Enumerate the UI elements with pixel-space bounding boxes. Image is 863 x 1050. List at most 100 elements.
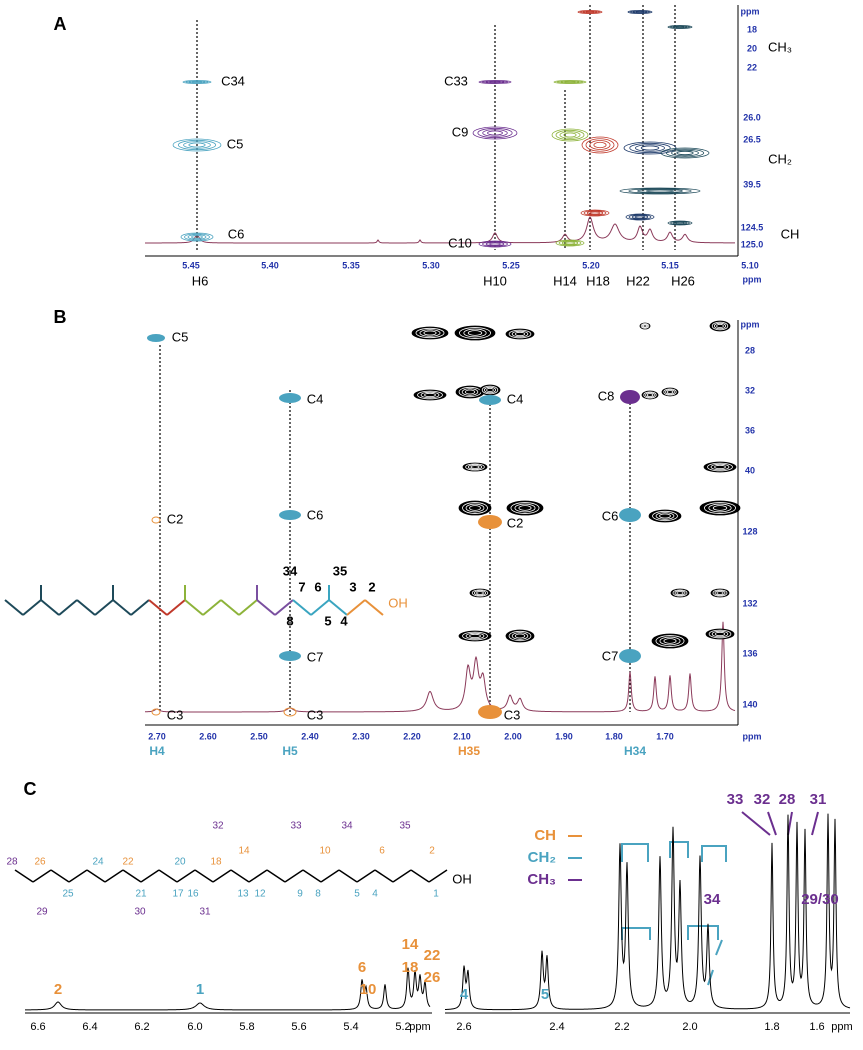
- label: ppm: [741, 319, 760, 329]
- label: 22: [424, 947, 441, 964]
- cross-peak: [279, 651, 301, 661]
- label: 20: [747, 43, 757, 53]
- cross-peak: [635, 11, 645, 13]
- cross-peak: [640, 323, 650, 329]
- label: 18: [402, 959, 419, 976]
- label: 16: [187, 889, 199, 900]
- cross-peak: [674, 590, 686, 596]
- label: 124.5: [741, 222, 764, 232]
- label: C34: [221, 73, 245, 88]
- cross-peak: [661, 387, 679, 397]
- cross-peak: [625, 213, 655, 221]
- label: C2: [507, 515, 524, 530]
- label: 10: [360, 981, 377, 998]
- label: 18: [210, 857, 222, 868]
- cross-peak: [183, 141, 211, 149]
- label: C6: [602, 508, 619, 523]
- cross-peak: [555, 239, 585, 247]
- bond: [392, 869, 412, 883]
- bond: [364, 599, 384, 616]
- label: 1.90: [555, 731, 573, 741]
- label: 34: [283, 563, 298, 578]
- label: 33: [727, 791, 744, 808]
- label: H18: [586, 273, 610, 288]
- axes: [25, 5, 850, 1014]
- label: 3: [349, 579, 356, 594]
- bond: [184, 599, 204, 616]
- cross-peak: [619, 187, 701, 195]
- bracket: [701, 845, 727, 862]
- label: 2.6: [456, 1021, 471, 1033]
- label: 34: [704, 891, 721, 908]
- cross-peak: [463, 328, 487, 338]
- cross-peak: [666, 390, 674, 394]
- cross-peak: [564, 241, 576, 245]
- cross-peak: [413, 389, 447, 401]
- cross-peak: [593, 141, 607, 149]
- cross-peak: [505, 629, 535, 643]
- label: H35: [458, 744, 480, 758]
- cross-peak: [714, 631, 726, 637]
- label: 128: [742, 526, 757, 536]
- cross-peak: [660, 147, 710, 159]
- label: C8: [598, 388, 615, 403]
- spectrum: [145, 216, 736, 244]
- cross-peak: [458, 630, 492, 642]
- cross-peak: [672, 589, 688, 597]
- bond: [292, 599, 312, 616]
- brackets: [621, 841, 727, 986]
- cross-peak: [675, 221, 685, 225]
- cross-peak: [635, 144, 665, 152]
- label: 35: [399, 821, 411, 832]
- cross-peak: [417, 390, 443, 400]
- cross-peak: [188, 142, 206, 148]
- cross-peak: [703, 461, 737, 473]
- label: CH₃: [768, 39, 792, 54]
- label: C: [24, 779, 37, 799]
- cross-peak: [667, 220, 693, 226]
- label: ppm: [409, 1021, 430, 1033]
- label: 4: [340, 613, 348, 628]
- label: 5.8: [239, 1021, 254, 1033]
- label: 8: [286, 613, 293, 628]
- cross-peak: [514, 331, 526, 337]
- label: 1.8: [764, 1021, 779, 1033]
- label: 5.4: [343, 1021, 358, 1033]
- cross-peak: [619, 508, 641, 522]
- cross-peak: [712, 589, 728, 597]
- bond: [86, 869, 106, 883]
- cross-peak: [151, 708, 161, 716]
- cross-peak: [465, 503, 485, 513]
- cross-peak: [473, 590, 486, 596]
- label: 6.4: [82, 1021, 97, 1033]
- label: 2: [54, 981, 62, 998]
- label: 1: [196, 981, 204, 998]
- cross-peak: [665, 148, 705, 158]
- bond: [338, 869, 358, 883]
- label: 5: [354, 889, 360, 900]
- cross-peak: [508, 329, 532, 339]
- label: 2.60: [199, 731, 217, 741]
- bond: [68, 869, 88, 883]
- label: 1: [433, 889, 439, 900]
- cross-peak: [708, 629, 732, 639]
- bond: [158, 869, 178, 883]
- cross-peak: [643, 391, 657, 399]
- pointer: [741, 811, 771, 836]
- label: 39.5: [743, 179, 761, 189]
- cross-peak: [640, 145, 660, 151]
- label: 6.6: [30, 1021, 45, 1033]
- cross-peak: [151, 516, 161, 524]
- label: C33: [444, 73, 468, 88]
- cross-peak: [714, 322, 727, 330]
- bond: [4, 599, 24, 616]
- cross-peak: [589, 140, 611, 150]
- cross-peak: [455, 385, 485, 399]
- cross-peak: [659, 636, 681, 646]
- bracket: [687, 925, 719, 940]
- label: 22: [122, 857, 134, 868]
- bond: [428, 869, 448, 883]
- label: 21: [135, 889, 147, 900]
- label: 5.40: [261, 260, 279, 270]
- label: C6: [228, 226, 245, 241]
